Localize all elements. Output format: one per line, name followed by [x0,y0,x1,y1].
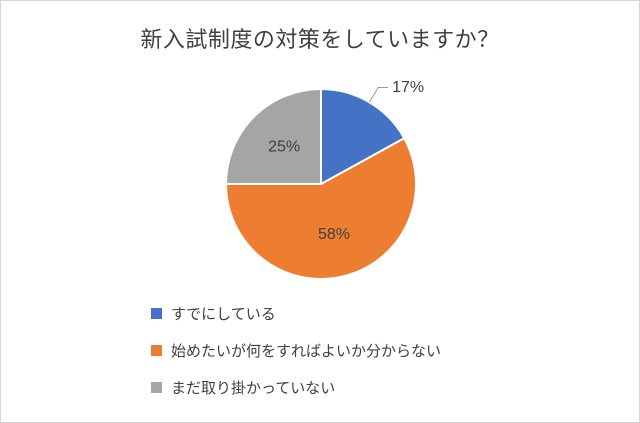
slice-label: 25% [268,139,300,156]
leader-line [368,87,389,103]
legend-swatch-blue [151,307,162,319]
chart-title: 新入試制度の対策をしていますか？ [140,27,500,52]
pie-chart-svg: 17% 58% 25% [225,79,424,280]
legend-swatch-orange [151,344,162,356]
pie-slice-2 [225,88,322,185]
legend-label: 始めたいが何をすればよいか分からない [171,342,442,360]
pie-slice-1 [225,137,417,280]
legend-label: すでにしている [171,305,276,323]
legend-swatch-gray [151,381,162,393]
legend-item-already: すでにしている [151,302,441,324]
legend-item-not-started: まだ取り掛かっていない [151,376,441,398]
legend-label: まだ取り掛かっていない [171,379,336,397]
slice-label: 58% [318,226,350,243]
pie-slice-0 [320,88,406,185]
legend: すでにしている 始めたいが何をすればよいか分からない まだ取り掛かっていない [151,302,441,413]
legend-item-dont-know: 始めたいが何をすればよいか分からない [151,339,441,361]
slice-label: 17% [392,79,424,96]
